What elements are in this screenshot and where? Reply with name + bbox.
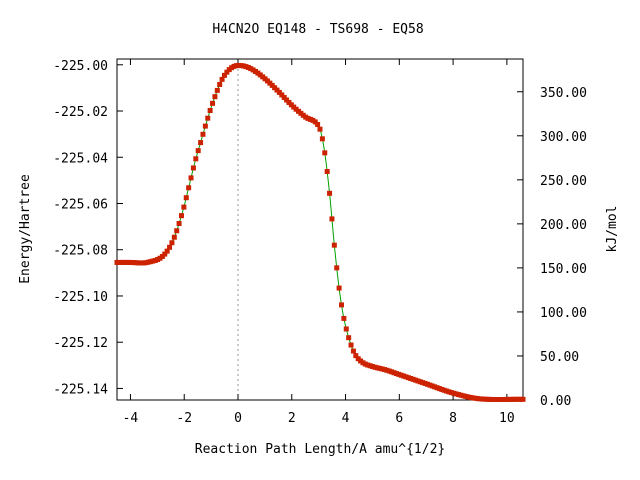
energy-point xyxy=(207,108,213,114)
energy-point xyxy=(348,342,354,348)
energy-point xyxy=(193,156,199,162)
y2-tick-label: 150.00 xyxy=(540,262,587,277)
energy-point xyxy=(224,69,230,75)
energy-point xyxy=(331,242,337,248)
energy-point xyxy=(341,315,347,321)
y-tick-label: -225.06 xyxy=(53,197,108,212)
energy-point xyxy=(174,228,180,234)
energy-point xyxy=(346,335,352,341)
energy-point xyxy=(164,248,170,254)
y2-tick-label: 0.00 xyxy=(540,394,571,409)
energy-point xyxy=(181,204,187,210)
energy-point xyxy=(315,121,321,127)
energy-point xyxy=(169,240,175,246)
x-tick-label: 0 xyxy=(234,411,242,426)
energy-point xyxy=(319,136,325,142)
energy-point xyxy=(350,348,356,354)
energy-point xyxy=(279,92,285,98)
y2-axis-label: kJ/mol xyxy=(605,206,620,253)
energy-point xyxy=(176,221,182,227)
y2-tick-label: 250.00 xyxy=(540,174,587,189)
energy-point xyxy=(343,326,349,332)
energy-point xyxy=(186,185,192,191)
energy-point xyxy=(334,265,340,271)
y2-tick-label: 200.00 xyxy=(540,218,587,233)
y-tick-label: -225.00 xyxy=(53,59,108,74)
y-tick-label: -225.14 xyxy=(53,382,108,397)
y-axis-right: 0.00 50.00 100.00 150.00 200.00 250.00 300.00 3… xyxy=(517,86,587,409)
energy-point xyxy=(281,94,287,100)
energy-point xyxy=(171,234,177,240)
energy-point xyxy=(202,123,208,129)
energy-point xyxy=(212,94,218,100)
x-tick-label: -4 xyxy=(123,411,139,426)
energy-point xyxy=(217,81,223,87)
energy-point xyxy=(221,72,227,78)
y2-tick-label: 50.00 xyxy=(540,350,579,365)
energy-point xyxy=(327,190,333,196)
energy-point xyxy=(205,115,211,121)
energy-point xyxy=(200,131,206,137)
energy-point xyxy=(520,396,526,402)
y2-tick-label: 100.00 xyxy=(540,306,587,321)
x-axis: -4 -2 0 2 4 6 8 10 xyxy=(123,59,515,426)
chart-title: H4CN2O EQ148 - TS698 - EQ58 xyxy=(212,22,423,37)
energy-point xyxy=(324,168,330,174)
energy-point xyxy=(312,119,318,125)
energy-point xyxy=(190,165,196,171)
y-axis-label: Energy/Hartree xyxy=(18,174,33,284)
energy-point xyxy=(353,353,359,359)
y-axis-left: -225.00 -225.02 -225.04 -225.06 -225.08 -225.… xyxy=(53,59,123,397)
energy-point xyxy=(167,244,173,250)
x-axis-label: Reaction Path Length/A amu^{1/2} xyxy=(195,442,445,457)
energy-point xyxy=(188,175,194,181)
energy-point xyxy=(162,251,168,257)
plot-frame xyxy=(116,58,524,401)
x-tick-label: 8 xyxy=(449,411,457,426)
y-tick-label: -225.04 xyxy=(53,151,108,166)
x-tick-label: 6 xyxy=(395,411,403,426)
y2-tick-label: 350.00 xyxy=(540,86,587,101)
energy-point xyxy=(219,76,225,82)
x-tick-label: 2 xyxy=(288,411,296,426)
energy-point xyxy=(322,150,328,156)
energy-point xyxy=(317,126,323,132)
energy-point xyxy=(329,216,335,222)
y-tick-label: -225.10 xyxy=(53,290,108,305)
energy-point xyxy=(214,87,220,93)
energy-point xyxy=(178,213,184,219)
energy-points xyxy=(114,62,526,403)
energy-point xyxy=(198,140,204,146)
y-tick-label: -225.12 xyxy=(53,336,108,351)
energy-point xyxy=(336,285,342,291)
energy-point xyxy=(338,302,344,308)
y-tick-label: -225.08 xyxy=(53,244,108,259)
x-tick-label: 4 xyxy=(342,411,350,426)
y-tick-label: -225.02 xyxy=(53,105,108,120)
y2-tick-label: 300.00 xyxy=(540,130,587,145)
x-tick-label: 10 xyxy=(499,411,515,426)
energy-point xyxy=(183,195,189,201)
x-tick-label: -2 xyxy=(176,411,192,426)
energy-point xyxy=(195,148,201,154)
energy-point xyxy=(210,100,216,106)
